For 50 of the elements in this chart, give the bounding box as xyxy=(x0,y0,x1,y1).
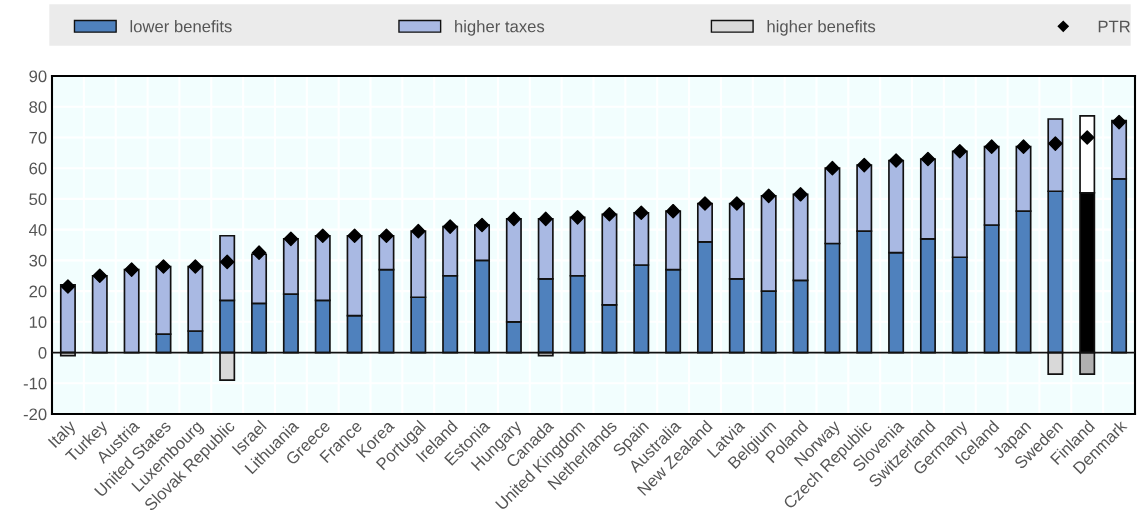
point xyxy=(1016,139,1031,154)
point xyxy=(984,139,999,154)
point xyxy=(506,211,522,227)
legend-label: higher taxes xyxy=(455,20,545,36)
y-tick-label: 40 xyxy=(28,224,47,236)
point xyxy=(825,160,840,176)
y-tick-label: 70 xyxy=(29,131,47,144)
point xyxy=(1111,114,1127,130)
point xyxy=(633,205,649,221)
y-tick-label: 60 xyxy=(29,162,47,175)
point xyxy=(1048,136,1063,151)
point xyxy=(156,259,171,274)
y-tick-label: 20 xyxy=(29,285,47,298)
point xyxy=(697,196,713,211)
point xyxy=(442,219,458,234)
y-tick-label: -10 xyxy=(23,377,47,390)
point xyxy=(920,151,936,167)
point xyxy=(952,143,968,159)
point xyxy=(1079,130,1095,145)
point xyxy=(888,153,904,168)
point xyxy=(665,203,681,219)
point xyxy=(761,188,776,204)
point xyxy=(219,254,235,270)
y-tick-label: 50 xyxy=(29,193,47,206)
y-tick-label: 10 xyxy=(29,316,47,329)
y-tick-label: 80 xyxy=(29,101,47,113)
point xyxy=(251,245,267,260)
point xyxy=(474,217,490,233)
point xyxy=(379,228,394,244)
legend-label: PTR xyxy=(1098,20,1130,33)
point xyxy=(92,268,108,284)
point xyxy=(188,259,203,274)
y-tick-label: 0 xyxy=(38,346,47,359)
point xyxy=(315,228,331,244)
point xyxy=(793,187,808,202)
point xyxy=(124,262,139,277)
point xyxy=(60,279,76,294)
point xyxy=(856,157,872,173)
y-tick-label: 90 xyxy=(29,70,47,83)
legend-label: higher benefits xyxy=(767,20,876,36)
y-tick-label: 30 xyxy=(29,254,47,267)
point xyxy=(411,223,426,239)
point xyxy=(570,210,585,225)
point xyxy=(347,228,362,244)
point xyxy=(283,231,299,247)
y-tick-label: -20 xyxy=(23,408,47,421)
point xyxy=(729,196,745,211)
point xyxy=(538,211,554,227)
legend-label: lower benefits xyxy=(130,20,232,33)
point xyxy=(602,206,617,222)
